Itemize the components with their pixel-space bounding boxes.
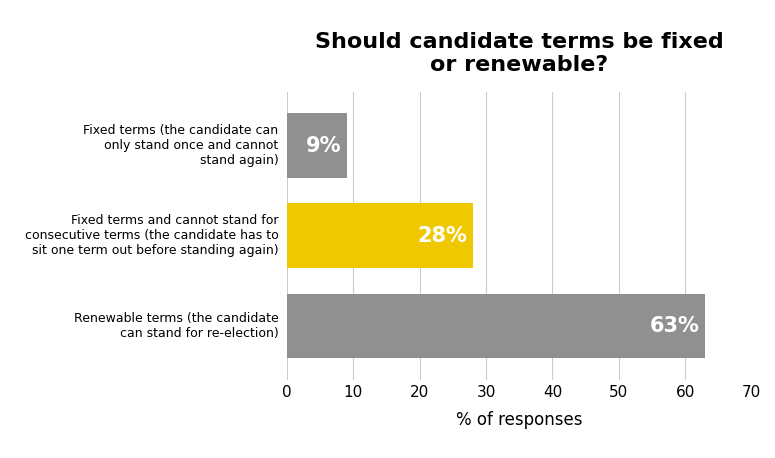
Bar: [287, 294, 705, 359]
Title: Should candidate terms be fixed
or renewable?: Should candidate terms be fixed or renew…: [315, 32, 724, 75]
Bar: [287, 203, 473, 268]
Text: 9%: 9%: [305, 136, 341, 156]
X-axis label: % of responses: % of responses: [456, 411, 583, 429]
Text: 28%: 28%: [418, 226, 467, 246]
Text: 63%: 63%: [650, 316, 700, 336]
Bar: [287, 113, 346, 178]
